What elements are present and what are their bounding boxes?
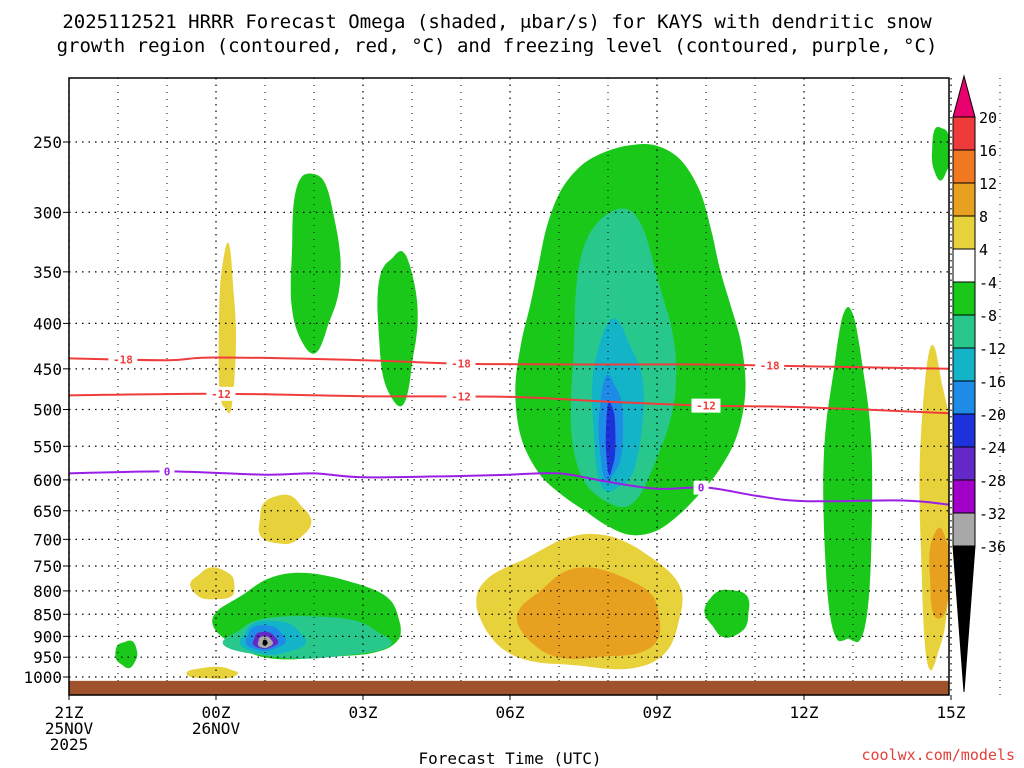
colorbar-segment — [952, 479, 976, 514]
colorbar-label--32: -32 — [979, 505, 1006, 523]
colorbar-label--16: -16 — [979, 373, 1006, 391]
omega-region-yellow — [190, 567, 235, 600]
colorbar-label--20: -20 — [979, 406, 1006, 424]
colorbar-label--8: -8 — [979, 307, 997, 325]
omega-region-orange — [516, 567, 661, 659]
omega-region-yellow — [919, 344, 949, 671]
x-tick-label-21Z: 21Z — [55, 703, 84, 722]
colorbar-label--24: -24 — [979, 439, 1006, 457]
chart-title-line1: 2025112521 HRRR Forecast Omega (shaded, … — [62, 11, 932, 33]
colorbar-label--4: -4 — [979, 274, 997, 292]
contour-label-bg — [755, 358, 785, 373]
contour-label-bg — [446, 356, 476, 371]
contour-label-bg — [691, 398, 721, 413]
contour-label: -18 — [113, 353, 133, 366]
colorbar-label--28: -28 — [979, 472, 1006, 490]
chart-title-line2: growth region (contoured, red, °C) and f… — [57, 35, 938, 57]
colorbar-segment — [952, 281, 976, 316]
contour-freezing-level-0 — [69, 470, 949, 506]
colorbar-segment — [952, 512, 976, 547]
x-tick-label-26NOV: 26NOV — [192, 719, 241, 738]
colorbar-segment — [952, 446, 976, 481]
x-tick-label-00Z: 00Z — [202, 703, 231, 722]
contour-label: -12 — [211, 388, 231, 401]
omega-region-yellow — [186, 666, 239, 679]
colorbar-label-8: 8 — [979, 208, 988, 226]
contour-label: 0 — [164, 465, 171, 478]
omega-region-green — [377, 251, 418, 407]
omega-region-yellow — [218, 242, 236, 414]
omega-shading — [115, 126, 949, 679]
temperature-contours: -18 -18 -18 -12 -12 -12 0 0 — [69, 352, 949, 506]
colorbar-bottom-arrow — [952, 545, 976, 693]
y-tick-label-650: 650 — [33, 502, 62, 521]
y-tick-label-550: 550 — [33, 437, 62, 456]
contour-label: -12 — [696, 400, 716, 413]
x-tick-label-15Z: 15Z — [937, 703, 966, 722]
y-tick-label-400: 400 — [33, 314, 62, 333]
omega-region-green — [115, 640, 138, 669]
y-tick-label-600: 600 — [33, 471, 62, 490]
colorbar-label-16: 16 — [979, 142, 997, 160]
contour-label: 0 — [698, 482, 705, 495]
y-tick-label-450: 450 — [33, 360, 62, 379]
colorbar: 20 16 12 8 4 -4 -8 -12 -16 -20 -24 -28 -32 -36 — [952, 74, 1006, 693]
y-tick-label-750: 750 — [33, 557, 62, 576]
contour-dgz--18 — [69, 356, 949, 370]
x-tick-label-25NOV: 25NOV — [45, 719, 94, 738]
plot-frame — [68, 77, 950, 696]
y-tick-label-500: 500 — [33, 401, 62, 420]
colorbar-segment — [952, 149, 976, 184]
x-tick-label-2025: 2025 — [50, 735, 89, 754]
colorbar-segment — [952, 380, 976, 415]
terrain-bar — [69, 680, 949, 695]
contour-label-bg — [446, 389, 476, 404]
colorbar-label-4: 4 — [979, 241, 988, 259]
omega-region-yellow — [258, 494, 312, 544]
omega-region-green — [823, 307, 873, 643]
y-tick-label-900: 900 — [33, 627, 62, 646]
colorbar-label-20: 20 — [979, 109, 997, 127]
y-tick-label-350: 350 — [33, 263, 62, 282]
omega-region-orange — [929, 527, 949, 619]
credit-link[interactable]: coolwx.com/models — [861, 746, 1015, 764]
omega-region-green — [290, 173, 341, 354]
colorbar-segment — [952, 116, 976, 151]
contour-label-bg — [206, 386, 236, 401]
colorbar-segment — [952, 314, 976, 349]
colorbar-segment — [952, 248, 976, 283]
x-tick-label-06Z: 06Z — [496, 703, 525, 722]
x-tick-label-09Z: 09Z — [643, 703, 672, 722]
y-tick-label-250: 250 — [33, 133, 62, 152]
y-tick-label-850: 850 — [33, 605, 62, 624]
colorbar-label-12: 12 — [979, 175, 997, 193]
x-tick-label-12Z: 12Z — [790, 703, 819, 722]
x-axis-label: Forecast Time (UTC) — [418, 749, 601, 768]
colorbar-segment — [952, 413, 976, 448]
contour-label-bg — [108, 352, 138, 367]
omega-region-green — [704, 589, 750, 638]
y-tick-label-700: 700 — [33, 530, 62, 549]
y-tick-label-1000: 1000 — [23, 668, 62, 687]
colorbar-segment — [952, 182, 976, 217]
y-tick-label-300: 300 — [33, 203, 62, 222]
y-tick-label-800: 800 — [33, 582, 62, 601]
omega-region-green — [931, 126, 949, 181]
contour-label: -18 — [760, 360, 780, 373]
x-tick-label-03Z: 03Z — [349, 703, 378, 722]
colorbar-segment — [952, 347, 976, 382]
omega-region-black — [262, 639, 268, 646]
contour-label-bg — [159, 464, 175, 479]
colorbar-segment — [952, 215, 976, 250]
contour-label-bg — [693, 480, 709, 495]
colorbar-label--12: -12 — [979, 340, 1006, 358]
y-axis: 250 300 350 400 450 500 550 600 650 700 750 800 850 9… — [23, 133, 69, 687]
colorbar-label--36: -36 — [979, 538, 1006, 556]
y-tick-label-950: 950 — [33, 648, 62, 667]
contour-label: -18 — [451, 358, 471, 371]
contour-label: -12 — [451, 391, 471, 404]
colorbar-top-arrow — [952, 74, 976, 118]
